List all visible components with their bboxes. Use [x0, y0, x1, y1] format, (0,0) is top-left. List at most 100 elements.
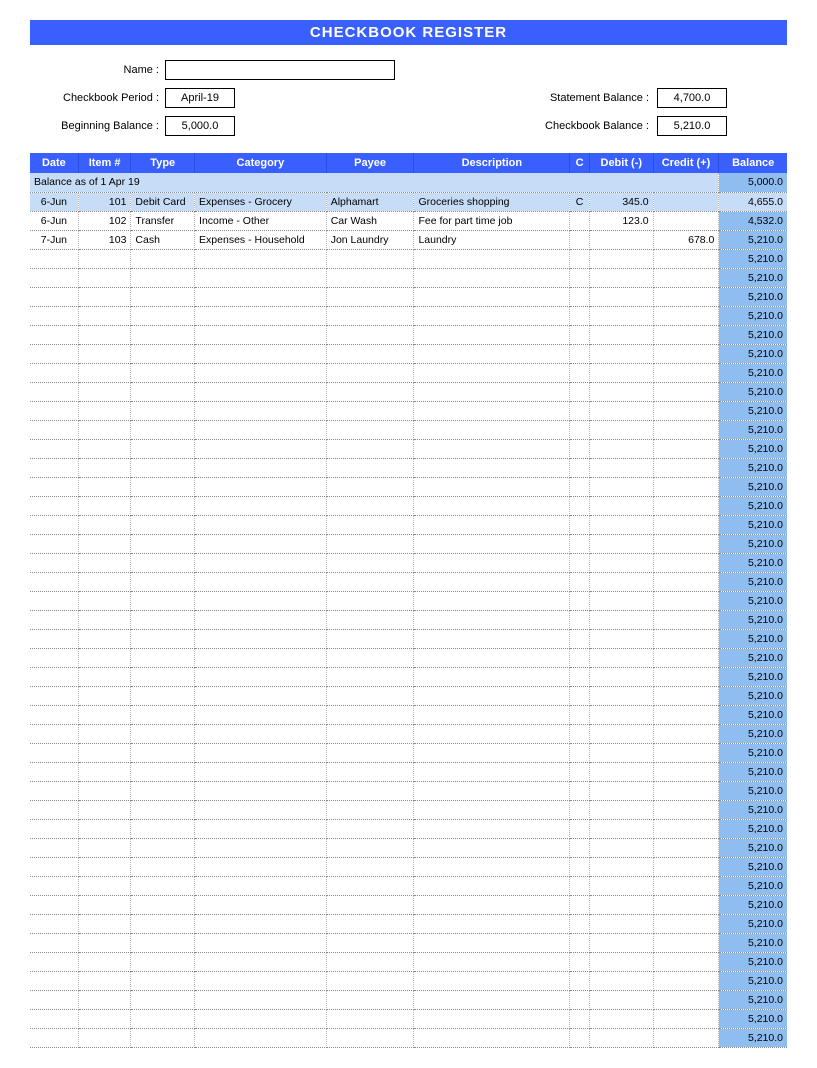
table-row-empty[interactable]: 5,210.0: [30, 249, 787, 268]
table-row-empty[interactable]: 5,210.0: [30, 553, 787, 572]
table-row-empty[interactable]: 5,210.0: [30, 1009, 787, 1028]
cell-empty: [653, 553, 719, 572]
table-row-empty[interactable]: 5,210.0: [30, 952, 787, 971]
cell-empty: [30, 325, 78, 344]
cell-empty: [414, 515, 570, 534]
cell-empty: [326, 249, 414, 268]
table-row-empty[interactable]: 5,210.0: [30, 743, 787, 762]
header-form: Name : Checkbook Period : April-19 State…: [30, 59, 787, 137]
cell-empty: [30, 306, 78, 325]
table-row-empty[interactable]: 5,210.0: [30, 990, 787, 1009]
cell-empty: [414, 610, 570, 629]
table-row-empty[interactable]: 5,210.0: [30, 781, 787, 800]
cell-empty: [326, 819, 414, 838]
table-row-empty[interactable]: 5,210.0: [30, 572, 787, 591]
table-row-empty[interactable]: 5,210.0: [30, 933, 787, 952]
cell-empty: [326, 306, 414, 325]
table-row-empty[interactable]: 5,210.0: [30, 800, 787, 819]
table-row-empty[interactable]: 5,210.0: [30, 268, 787, 287]
statement-balance-value[interactable]: 4,700.0: [657, 88, 727, 108]
table-row-empty[interactable]: 5,210.0: [30, 686, 787, 705]
table-row-empty[interactable]: 5,210.0: [30, 1028, 787, 1047]
cell-empty: [78, 1009, 131, 1028]
table-row[interactable]: 7-Jun103CashExpenses - HouseholdJon Laun…: [30, 230, 787, 249]
table-row-empty[interactable]: 5,210.0: [30, 534, 787, 553]
table-row-empty[interactable]: 5,210.0: [30, 914, 787, 933]
cell-empty: [589, 496, 653, 515]
table-row[interactable]: 6-Jun102TransferIncome - OtherCar WashFe…: [30, 211, 787, 230]
cell-empty: [414, 534, 570, 553]
table-row-empty[interactable]: 5,210.0: [30, 819, 787, 838]
cell-empty: [653, 439, 719, 458]
cell-credit: 678.0: [653, 230, 719, 249]
cell-empty: [570, 515, 590, 534]
table-row-empty[interactable]: 5,210.0: [30, 838, 787, 857]
cell-date: 7-Jun: [30, 230, 78, 249]
table-row-empty[interactable]: 5,210.0: [30, 325, 787, 344]
cell-empty: [653, 933, 719, 952]
table-row-empty[interactable]: 5,210.0: [30, 344, 787, 363]
cell-empty: [326, 857, 414, 876]
beginning-balance-value[interactable]: 5,000.0: [165, 116, 235, 136]
cell-empty: [414, 838, 570, 857]
cell-empty: [589, 420, 653, 439]
cell-payee: Car Wash: [326, 211, 414, 230]
table-row-empty[interactable]: 5,210.0: [30, 363, 787, 382]
table-row-empty[interactable]: 5,210.0: [30, 667, 787, 686]
cell-empty: [414, 819, 570, 838]
cell-empty: [326, 496, 414, 515]
table-row-empty[interactable]: 5,210.0: [30, 705, 787, 724]
cell-empty: [414, 990, 570, 1009]
table-row-empty[interactable]: 5,210.0: [30, 420, 787, 439]
table-row-empty[interactable]: 5,210.0: [30, 287, 787, 306]
table-row-empty[interactable]: 5,210.0: [30, 401, 787, 420]
cell-category: Expenses - Household: [195, 230, 327, 249]
cell-empty: [589, 648, 653, 667]
cell-empty: [326, 287, 414, 306]
table-row-empty[interactable]: 5,210.0: [30, 857, 787, 876]
table-row-empty[interactable]: 5,210.0: [30, 306, 787, 325]
name-input[interactable]: [165, 60, 395, 80]
table-row[interactable]: 6-Jun101Debit CardExpenses - GroceryAlph…: [30, 192, 787, 211]
cell-empty: [589, 876, 653, 895]
cell-description: Laundry: [414, 230, 570, 249]
cell-empty: [131, 610, 195, 629]
cell-empty: [570, 268, 590, 287]
table-row-empty[interactable]: 5,210.0: [30, 762, 787, 781]
cell-empty: [131, 534, 195, 553]
table-row-empty[interactable]: 5,210.0: [30, 439, 787, 458]
period-input[interactable]: April-19: [165, 88, 235, 108]
cell-empty: [589, 781, 653, 800]
table-row-empty[interactable]: 5,210.0: [30, 629, 787, 648]
cell-empty: [30, 648, 78, 667]
cell-empty: [30, 781, 78, 800]
table-row-empty[interactable]: 5,210.0: [30, 876, 787, 895]
table-row-empty[interactable]: 5,210.0: [30, 610, 787, 629]
table-row-empty[interactable]: 5,210.0: [30, 724, 787, 743]
table-row-empty[interactable]: 5,210.0: [30, 971, 787, 990]
cell-empty: [195, 553, 327, 572]
cell-empty: [131, 553, 195, 572]
cell-balance: 5,210.0: [719, 1009, 787, 1028]
table-row-empty[interactable]: 5,210.0: [30, 515, 787, 534]
cell-empty: [414, 914, 570, 933]
cell-empty: [131, 971, 195, 990]
cell-empty: [195, 629, 327, 648]
cell-balance: 5,210.0: [719, 363, 787, 382]
cell-empty: [131, 496, 195, 515]
table-row-empty[interactable]: 5,210.0: [30, 648, 787, 667]
cell-empty: [326, 553, 414, 572]
cell-empty: [30, 458, 78, 477]
table-row-empty[interactable]: 5,210.0: [30, 591, 787, 610]
table-row-empty[interactable]: 5,210.0: [30, 496, 787, 515]
table-row-empty[interactable]: 5,210.0: [30, 477, 787, 496]
cell-empty: [30, 762, 78, 781]
page-title-bar: CHECKBOOK REGISTER: [30, 20, 787, 45]
table-row-empty[interactable]: 5,210.0: [30, 895, 787, 914]
table-row-empty[interactable]: 5,210.0: [30, 382, 787, 401]
cell-balance: 5,210.0: [719, 819, 787, 838]
table-row-empty[interactable]: 5,210.0: [30, 458, 787, 477]
cell-empty: [78, 686, 131, 705]
checkbook-balance-value[interactable]: 5,210.0: [657, 116, 727, 136]
cell-empty: [78, 914, 131, 933]
